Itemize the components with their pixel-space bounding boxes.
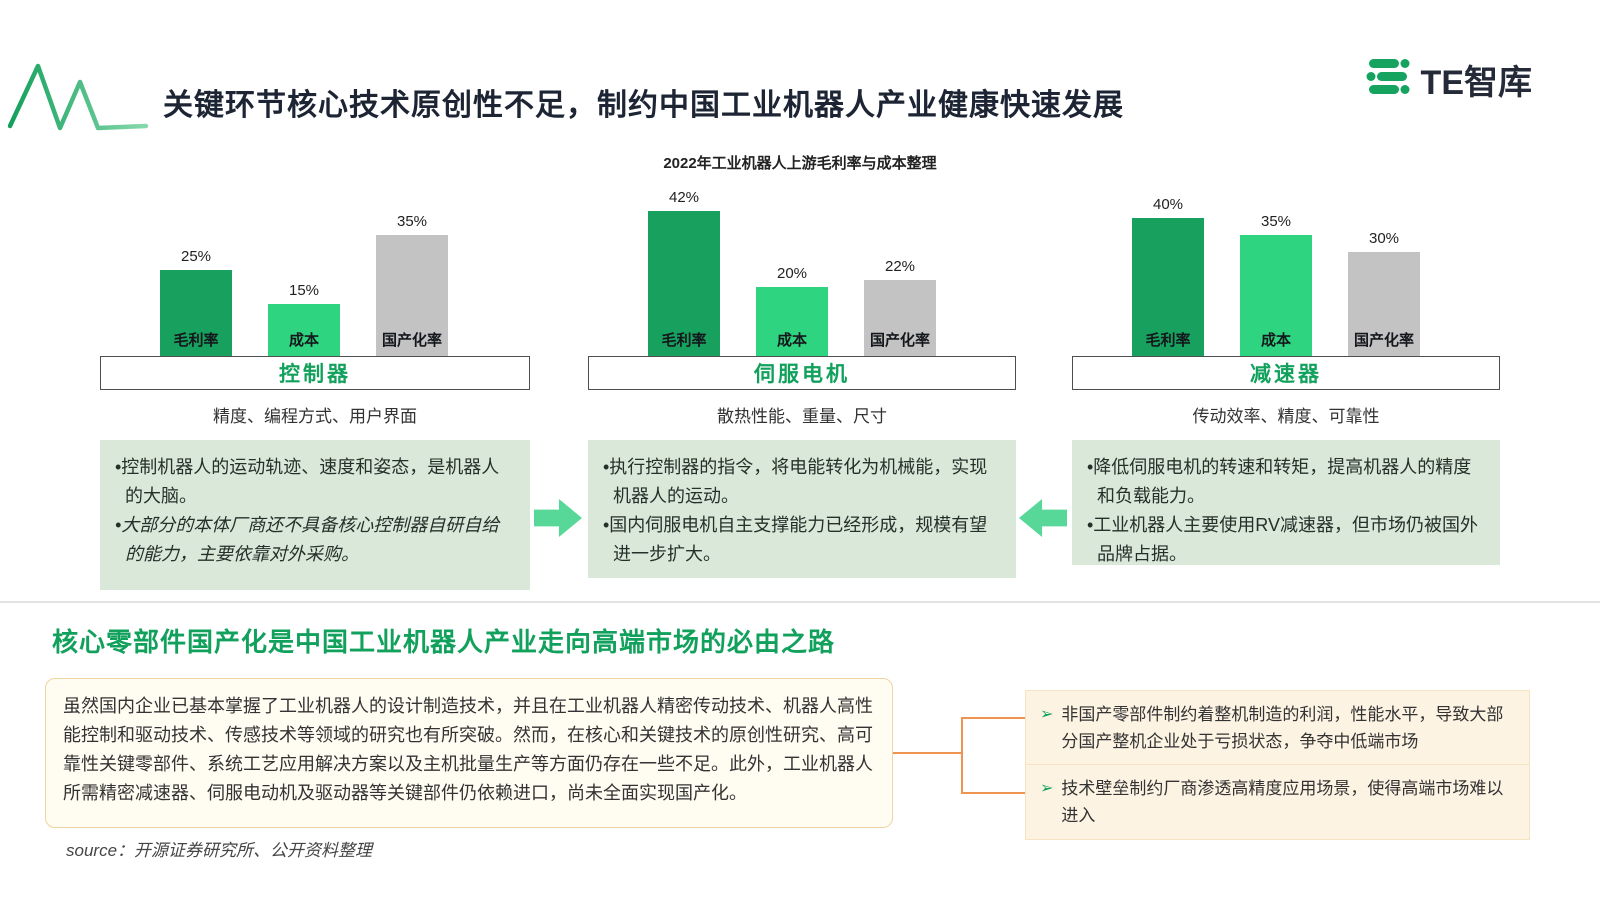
- source-caption: source：开源证券研究所、公开资料整理: [66, 841, 373, 860]
- note-item: •降低伺服电机的转速和转矩，提高机器人的精度和负载能力。: [1087, 457, 1472, 506]
- bar-column: 15% 成本: [268, 282, 340, 356]
- bar-column: 20% 成本: [756, 265, 828, 356]
- point-box: ➢ 技术壁垒制约厂商渗透高精度应用场景，使得高端市场难以进入: [1025, 764, 1530, 840]
- arrow-bullet-icon: ➢: [1040, 780, 1054, 797]
- note-item: •工业机器人主要使用RV减速器，但市场仍被国外品牌占据。: [1087, 515, 1478, 564]
- chart-title: 2022年工业机器人上游毛利率与成本整理: [663, 155, 937, 172]
- bar-cost: 成本: [268, 304, 340, 356]
- brand-logo: TE智库: [1365, 55, 1532, 104]
- bar-value-label: 15%: [288, 282, 320, 299]
- point-box: ➢ 非国产零部件制约着整机制造的利润，性能水平，导致大部分国产整机企业处于亏损状…: [1025, 690, 1530, 766]
- bar-value-label: 20%: [776, 265, 808, 282]
- brand-name: TE智库: [1420, 64, 1532, 102]
- bar-localization: 国产化率: [1348, 252, 1420, 356]
- bar-value-label: 25%: [180, 248, 212, 265]
- bar-label: 成本: [288, 332, 319, 349]
- chart-group-reducer: 40% 毛利率 35% 成本 30% 国产化率 减速器 传动效率、精度、可靠性 …: [1072, 170, 1500, 640]
- features-caption: 精度、编程方式、用户界面: [213, 407, 417, 426]
- bar-cluster: 42% 毛利率 20% 成本 22% 国产化率: [588, 170, 1016, 356]
- category-box: 伺服电机: [588, 356, 1016, 390]
- connector-line: [893, 752, 963, 754]
- connector-line: [961, 717, 963, 794]
- features-caption: 传动效率、精度、可靠性: [1192, 407, 1380, 426]
- summary-box: 虽然国内企业已基本掌握了工业机器人的设计制造技术，并且在工业机器人精密传动技术、…: [45, 678, 893, 828]
- bar-label: 国产化率: [869, 332, 930, 349]
- flow-arrow-left-icon: [1019, 499, 1067, 537]
- connector-line: [961, 717, 1025, 719]
- bar-value-label: 22%: [884, 258, 916, 275]
- bar-cost: 成本: [1240, 235, 1312, 356]
- page-title: 关键环节核心技术原创性不足，制约中国工业机器人产业健康快速发展: [163, 89, 1124, 122]
- bar-gross-margin: 毛利率: [1132, 218, 1204, 356]
- features-caption: 散热性能、重量、尺寸: [717, 407, 887, 426]
- point-text: 非国产零部件制约着整机制造的利润，性能水平，导致大部分国产整机企业处于亏损状态，…: [1061, 705, 1504, 751]
- section-divider: [0, 601, 1600, 603]
- note-item: •控制机器人的运动轨迹、速度和姿态，是机器人的大脑。: [115, 457, 500, 506]
- bar-cluster: 40% 毛利率 35% 成本 30% 国产化率: [1072, 170, 1500, 356]
- note-box: •执行控制器的指令，将电能转化为机械能，实现机器人的运动。 •国内伺服电机自主支…: [588, 440, 1016, 578]
- bar-value-label: 42%: [668, 189, 700, 206]
- bar-label: 国产化率: [1353, 332, 1414, 349]
- bar-value-label: 35%: [1260, 213, 1292, 230]
- bar-value-label: 30%: [1368, 230, 1400, 247]
- category-label: 伺服电机: [754, 363, 850, 386]
- bar-column: 30% 国产化率: [1348, 230, 1420, 356]
- summary-text: 虽然国内企业已基本掌握了工业机器人的设计制造技术，并且在工业机器人精密传动技术、…: [63, 696, 873, 803]
- bar-column: 35% 成本: [1240, 213, 1312, 356]
- bar-localization: 国产化率: [864, 280, 936, 356]
- bar-column: 42% 毛利率: [648, 189, 720, 356]
- zigzag-logo-icon: [7, 56, 150, 139]
- bar-label: 毛利率: [173, 332, 219, 349]
- bar-label: 毛利率: [661, 332, 707, 349]
- bar-column: 40% 毛利率: [1132, 196, 1204, 356]
- chart-group-servo-motor: 42% 毛利率 20% 成本 22% 国产化率 伺服电机 散热性能、重量、尺寸 …: [588, 170, 1016, 640]
- bar-label: 国产化率: [381, 332, 442, 349]
- bar-cost: 成本: [756, 287, 828, 356]
- bar-column: 35% 国产化率: [376, 213, 448, 356]
- category-label: 控制器: [279, 363, 351, 386]
- bar-value-label: 35%: [396, 213, 428, 230]
- bar-gross-margin: 毛利率: [160, 270, 232, 356]
- bar-label: 毛利率: [1145, 332, 1191, 349]
- bar-cluster: 25% 毛利率 15% 成本 35% 国产化率: [100, 170, 530, 356]
- bar-localization: 国产化率: [376, 235, 448, 356]
- bar-gross-margin: 毛利率: [648, 211, 720, 356]
- section2-title: 核心零部件国产化是中国工业机器人产业走向高端市场的必由之路: [52, 627, 836, 657]
- category-box: 控制器: [100, 356, 530, 390]
- arrow-bullet-icon: ➢: [1040, 706, 1054, 723]
- bar-column: 22% 国产化率: [864, 258, 936, 356]
- bar-label: 成本: [776, 332, 807, 349]
- bar-column: 25% 毛利率: [160, 248, 232, 356]
- note-box: •降低伺服电机的转速和转矩，提高机器人的精度和负载能力。 •工业机器人主要使用R…: [1072, 440, 1500, 565]
- note-item: •大部分的本体厂商还不具备核心控制器自研自给的能力，主要依靠对外采购。: [115, 515, 500, 564]
- note-item: •执行控制器的指令，将电能转化为机械能，实现机器人的运动。: [603, 457, 988, 506]
- category-box: 减速器: [1072, 356, 1500, 390]
- bar-value-label: 40%: [1152, 196, 1184, 213]
- brand-logo-icon: [1365, 57, 1411, 102]
- note-item: •国内伺服电机自主支撑能力已经形成，规模有望进一步扩大。: [603, 515, 988, 564]
- bar-label: 成本: [1260, 332, 1291, 349]
- category-label: 减速器: [1250, 363, 1322, 386]
- flow-arrow-right-icon: [534, 499, 582, 537]
- connector-line: [961, 792, 1025, 794]
- point-text: 技术壁垒制约厂商渗透高精度应用场景，使得高端市场难以进入: [1061, 779, 1504, 825]
- chart-group-controller: 25% 毛利率 15% 成本 35% 国产化率 控制器 精度、编程方式、用户界面: [100, 170, 530, 640]
- note-box: •控制机器人的运动轨迹、速度和姿态，是机器人的大脑。 •大部分的本体厂商还不具备…: [100, 440, 530, 590]
